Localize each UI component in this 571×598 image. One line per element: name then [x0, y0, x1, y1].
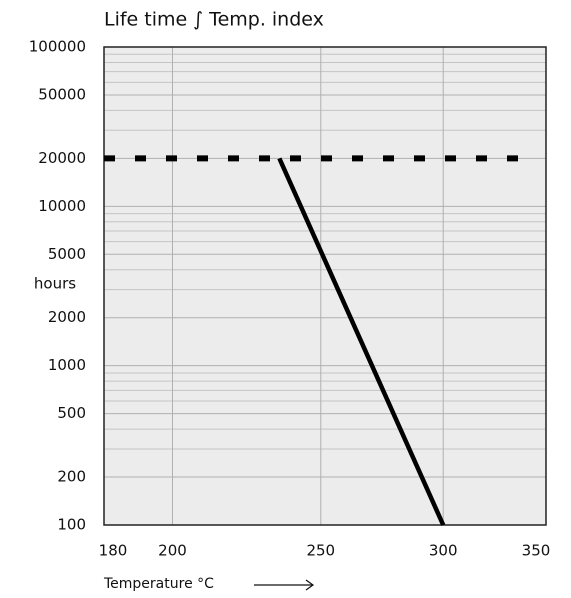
y-tick-label: 200	[57, 468, 86, 486]
y-tick-label: 500	[57, 404, 86, 422]
x-tick-label: 250	[306, 542, 335, 560]
y-axis-label: hours	[34, 275, 76, 293]
y-tick-label: 10000	[38, 197, 86, 215]
y-tick-label: 100	[57, 516, 86, 534]
chart-title: Life time ∫ Temp. index	[104, 9, 324, 31]
x-tick-label: 200	[158, 542, 187, 560]
x-axis-label: Temperature °C	[103, 576, 214, 592]
y-tick-label: 100000	[29, 38, 86, 56]
y-tick-label: 2000	[48, 308, 86, 326]
y-tick-label: 1000	[48, 356, 86, 374]
x-tick-label: 350	[522, 542, 551, 560]
y-tick-label: 20000	[38, 149, 86, 167]
x-axis-arrow	[254, 579, 315, 591]
series-line	[277, 157, 446, 526]
y-tick-label: 5000	[48, 245, 86, 263]
x-tick-label: 180	[99, 542, 128, 560]
plot-border	[103, 46, 547, 526]
plot-area	[104, 47, 546, 525]
x-tick-label: 300	[429, 542, 458, 560]
y-tick-label: 50000	[38, 85, 86, 103]
